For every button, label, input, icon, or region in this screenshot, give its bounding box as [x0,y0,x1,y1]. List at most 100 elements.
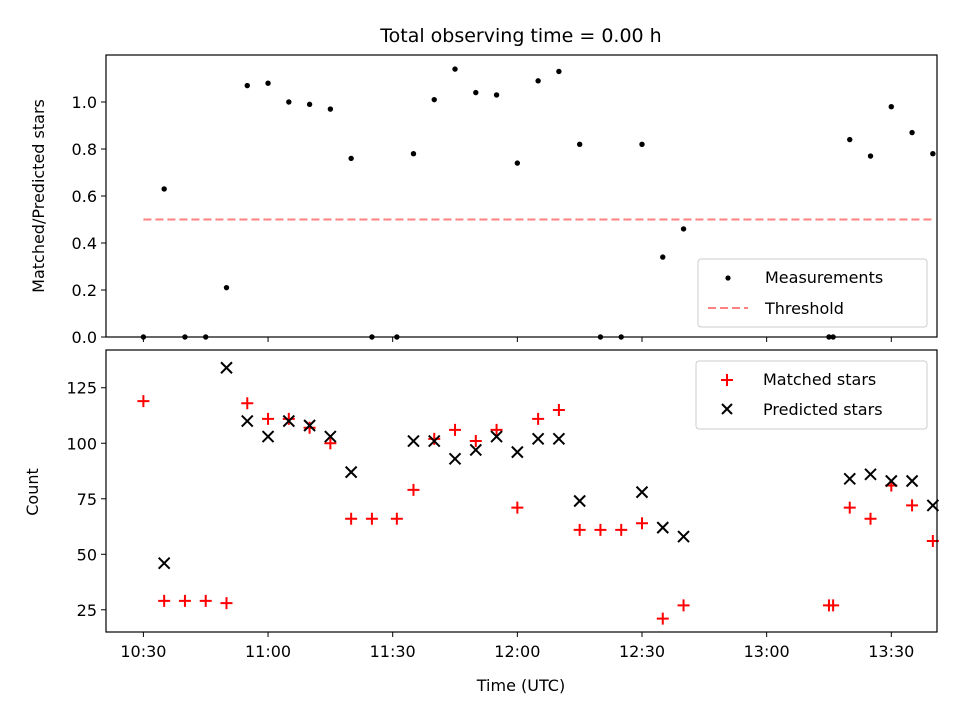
matched-star-point [390,512,403,525]
predicted-star-point [843,472,856,485]
bottom-x-ticks: 10:30 11:00 11:30 12:00 12:30 13:00 13:30 [120,632,914,661]
bottom-x-tick-label: 10:30 [120,642,166,661]
matched-star-point [262,412,275,425]
top-y-tick-label: 1.0 [72,93,97,112]
measurement-point [327,106,334,112]
legend-predicted-marker [721,403,733,415]
predicted-star-point [282,414,296,428]
legend-predicted-label: Predicted stars [763,400,883,419]
top-panel: Total observing time = 0.00 h 0.00.20.40… [29,25,938,347]
predicted-star-point [656,521,669,534]
measurement-point [223,284,230,291]
legend-threshold-label: Threshold [764,299,844,318]
measurement-point [867,153,874,159]
matched-star-point [199,594,212,607]
matched-star-point [552,403,565,416]
matched-star-point [615,523,628,536]
top-y-tick-label: 0.2 [72,281,97,300]
predicted-star-point [864,468,877,481]
matched-star-point [677,599,690,612]
matched-star-point [407,483,420,496]
measurement-point [888,104,894,110]
predicted-star-point [261,430,275,443]
legend-measurements-marker [725,275,731,281]
matched-star-point [428,432,441,445]
matched-star-point [449,423,462,436]
predicted-star-point [490,430,503,443]
predicted-star-point [885,474,898,488]
measurement-point [909,129,915,136]
matched-star-point [324,437,337,450]
measurement-point [493,92,500,98]
measurement-point [410,151,417,157]
predicted-star-point [573,494,586,508]
bottom-legend-box [695,360,928,430]
top-y-tick-label: 0.6 [72,187,97,206]
measurement-point [348,155,354,162]
matched-star-point [827,599,840,612]
measurement-point [639,141,645,147]
matched-star-point [594,523,607,536]
measurement-point [286,99,292,105]
matched-star-point [573,523,586,536]
bottom-axes-frame [105,349,938,633]
top-x-ticks [142,337,892,342]
legend-matched-label: Matched stars [763,370,876,389]
predicted-star-point [303,419,316,432]
legend-measurements-label: Measurements [765,268,883,287]
predicted-star-point [905,474,919,488]
matched-star-point [532,412,545,425]
bottom-panel: 10:30 11:00 11:30 12:00 12:30 13:00 13:30 25 50… [23,349,940,695]
bottom-y-tick-label: 25 [77,601,97,620]
bottom-y-tick-label: 100 [66,434,97,453]
measurement-point [431,96,437,103]
predicted-star-point [531,432,545,446]
matched-star-point [656,612,669,625]
measurement-point [244,82,250,89]
top-legend-box [697,258,928,328]
bottom-x-tick-label: 13:30 [868,642,914,661]
predicted-star-point [511,445,524,459]
bottom-x-tick-label: 12:00 [494,642,540,661]
matched-star-point [345,512,358,525]
measurement-point [514,160,521,166]
bottom-x-axis-label: Time (UTC) [476,676,565,695]
top-legend: Measurements Threshold [697,258,928,328]
matched-star-point [490,423,503,436]
bottom-x-tick-label: 12:30 [619,642,665,661]
measurement-point [452,66,458,72]
predicted-star-point [407,434,420,448]
bottom-x-tick-label: 11:00 [245,642,291,661]
matched-star-point [303,421,316,434]
matched-star-point [282,412,295,425]
matched-star-point [469,435,482,448]
top-y-tick-label: 0.4 [72,234,97,253]
measurement-point [680,226,687,232]
measurement-point [660,254,666,260]
bottom-y-ticks: 25 50 75 100 125 [66,379,106,620]
matched-star-point [843,501,856,514]
matched-star-point [158,594,171,607]
bottom-y-axis-label: Count [23,468,42,516]
predicted-star-point [552,432,566,446]
predicted-star-point [677,530,690,543]
predicted-star-point [220,361,233,374]
top-y-ticks: 0.0 0.2 0.4 0.6 0.8 1.0 [72,93,106,347]
bottom-x-tick-label: 13:00 [744,642,790,661]
matched-star-point [241,397,254,410]
bottom-plot-area [137,361,940,625]
predicted-star-point [428,434,441,448]
measurement-point [847,136,853,143]
matched-star-point [864,512,877,525]
matched-star-point [635,517,648,530]
matched-star-point [137,395,150,408]
measurement-point [265,80,271,86]
predicted-star-point [324,430,337,443]
top-chart-title: Total observing time = 0.00 h [379,25,661,47]
top-y-axis-label: Matched/Predicted stars [29,99,48,293]
top-y-tick-label: 0.8 [72,140,97,159]
matched-star-point [511,501,524,514]
predicted-star-point [157,556,171,570]
